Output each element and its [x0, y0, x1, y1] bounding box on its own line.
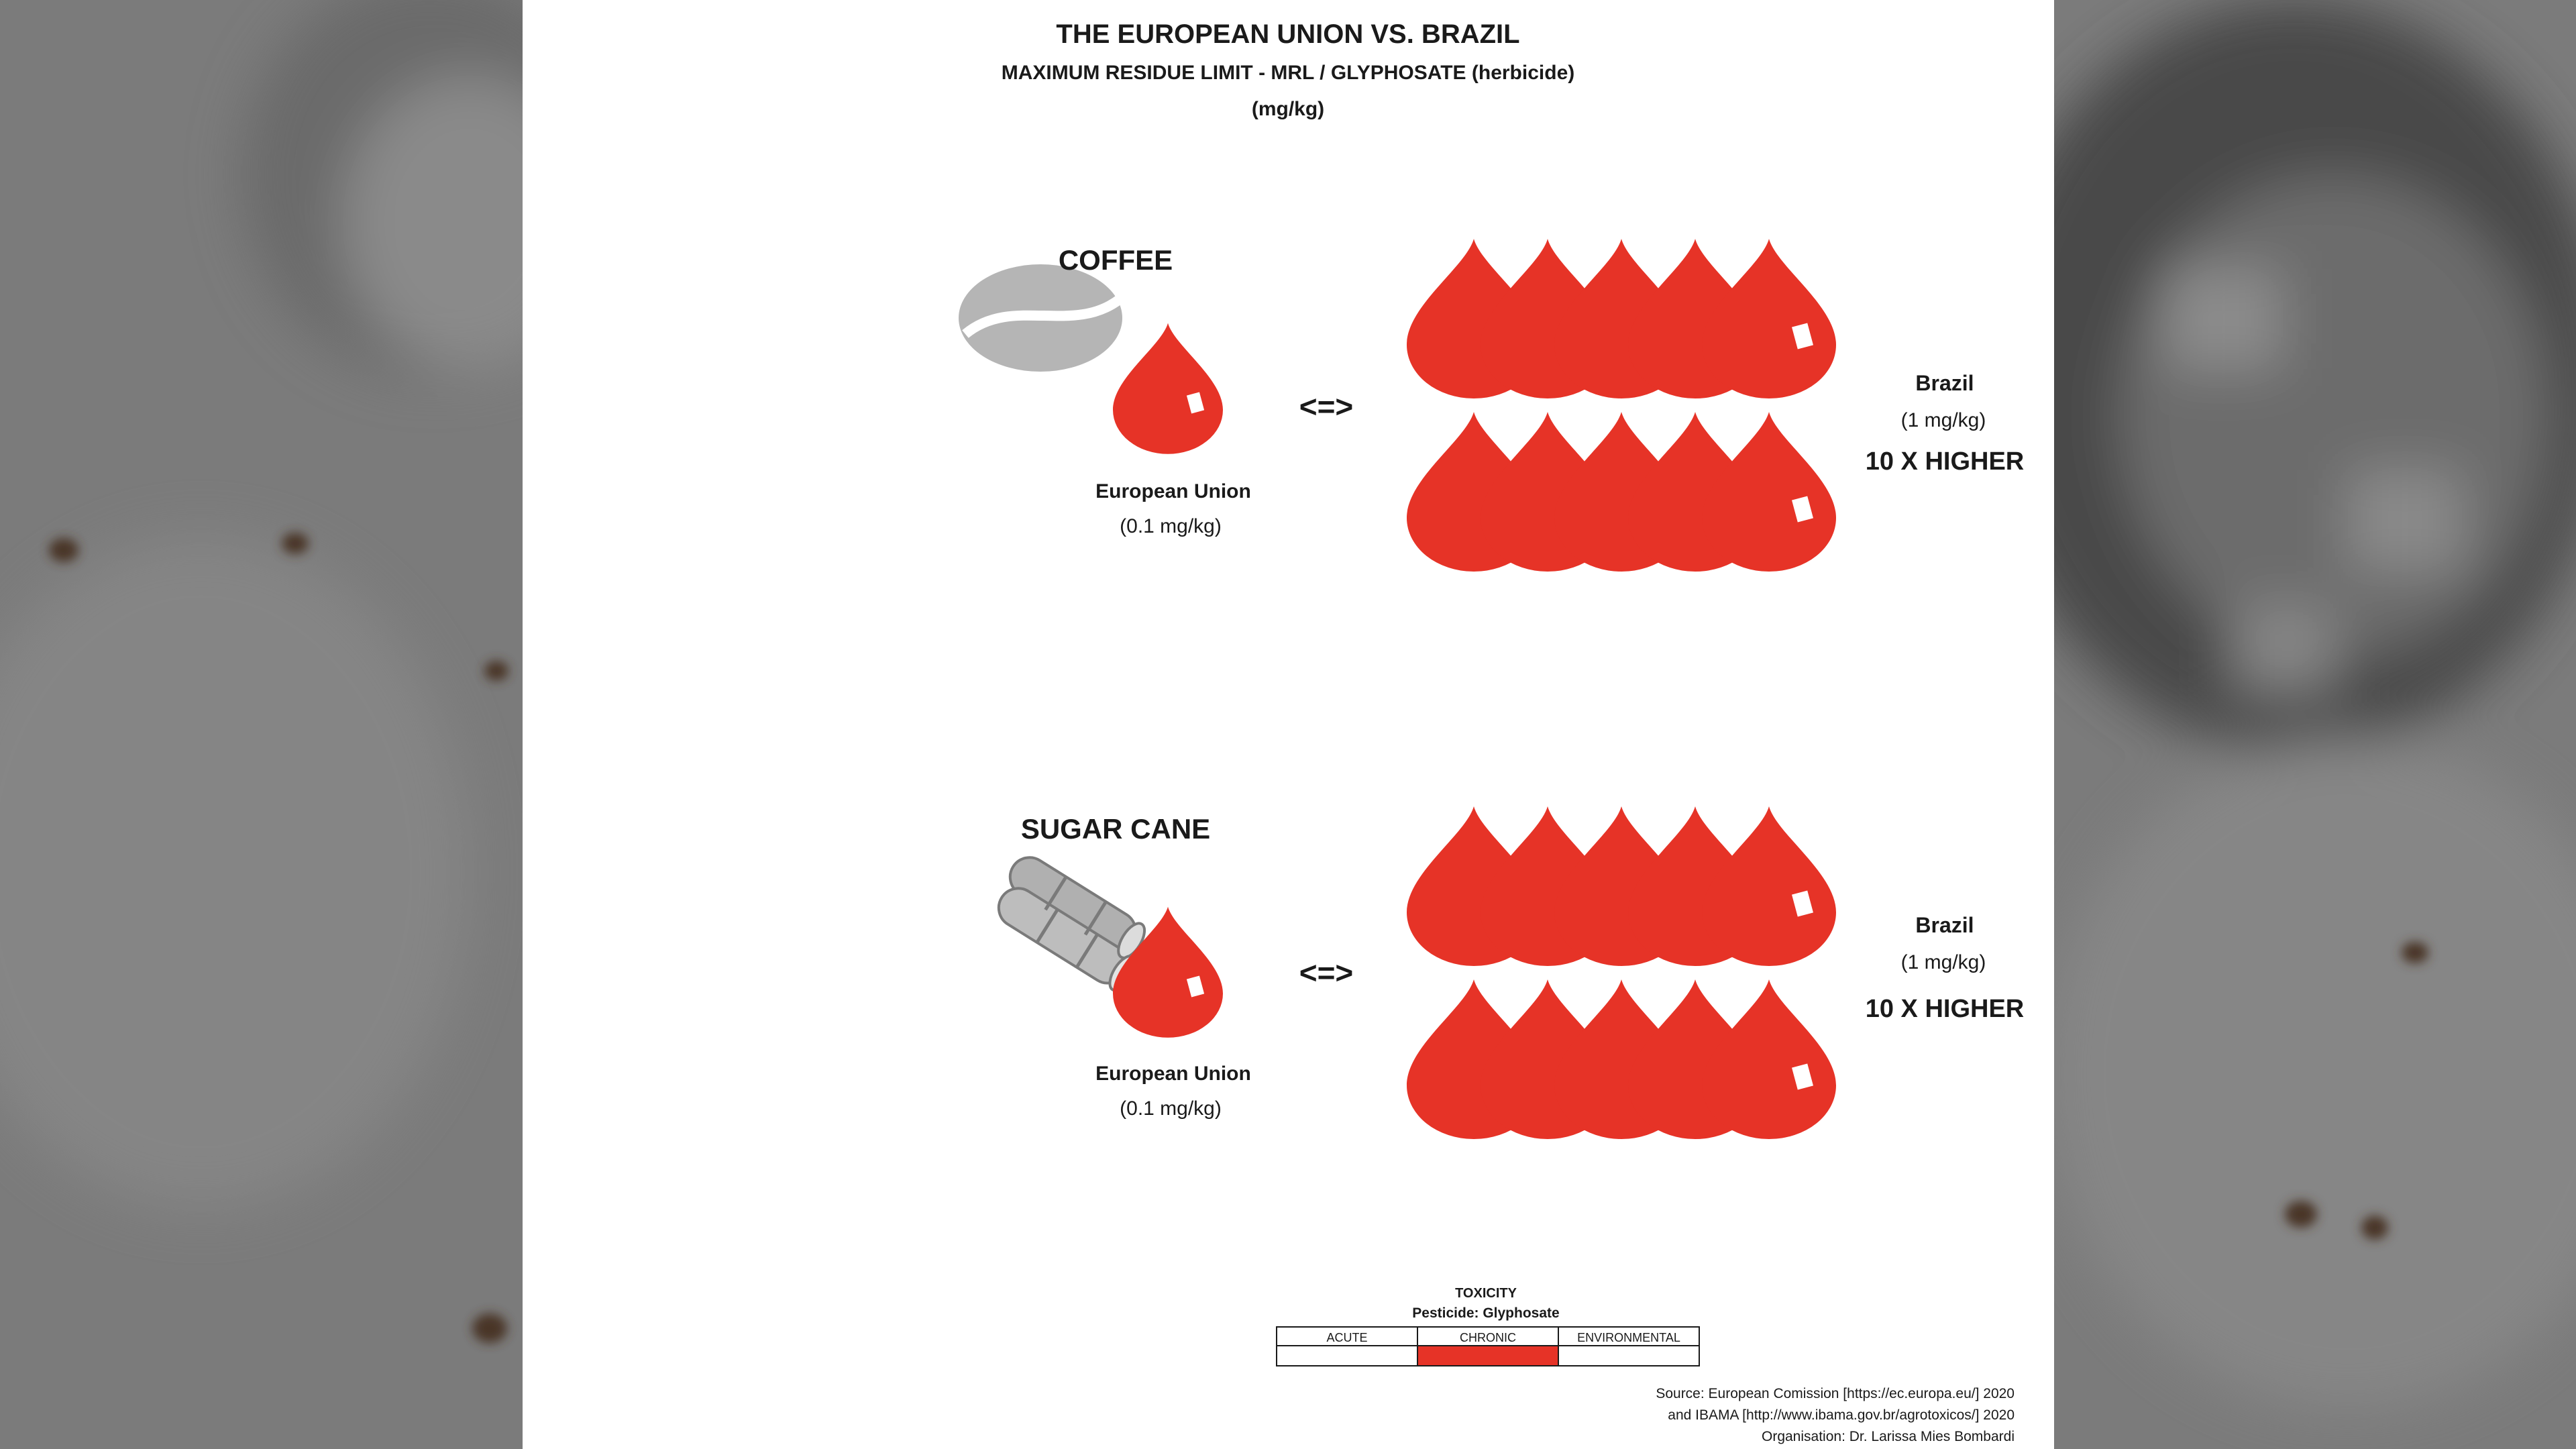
ratio-label-sugar-cane: 10 X HIGHER: [1866, 995, 2025, 1023]
coffee-section: COFFEE European Union (0.1 mg/kg) <=> Br…: [959, 239, 2024, 572]
brazil-value-coffee: (1 mg/kg): [1901, 409, 1986, 431]
drop-highlight: [1792, 496, 1813, 523]
eu-label-coffee: European Union: [1095, 480, 1251, 502]
brazil-drop-coffee-10: [1702, 412, 1836, 572]
toxicity-header-chronic: [1417, 1326, 1559, 1346]
toxicity-cell-acute: [1276, 1345, 1418, 1366]
toxicity-col-chronic: CHRONIC: [1460, 1331, 1516, 1344]
toxicity-col-environmental: ENVIRONMENTAL: [1577, 1331, 1680, 1344]
coffee-bean-icon: [959, 264, 1123, 372]
drop-highlight: [1792, 1063, 1813, 1090]
comparator-coffee: <=>: [1299, 389, 1354, 424]
infographic-canvas: THE EUROPEAN UNION VS. BRAZIL MAXIMUM RE…: [959, 19, 2025, 1444]
crop-name-sugar-cane: SUGAR CANE: [1021, 813, 1210, 845]
eu-label-sugar-cane: European Union: [1095, 1063, 1251, 1085]
eu-drop-sugar-cane: [1113, 906, 1223, 1038]
brazil-drop-sugar-cane-10: [1702, 979, 1836, 1139]
source-line-3: Organisation: Dr. Larissa Mies Bombardi: [1762, 1429, 2015, 1444]
sugar-cane-section: SUGAR CANE European Union (0.1 mg/kg) <=…: [997, 806, 2025, 1139]
toxicity-header-environmental: [1558, 1326, 1700, 1346]
brazil-drops-coffee: [1407, 239, 1836, 572]
toxicity-title: TOXICITY: [1455, 1286, 1517, 1301]
toxicity-pesticide: Pesticide: Glyphosate: [1412, 1305, 1559, 1321]
toxicity-cell-environmental: [1558, 1345, 1700, 1366]
chart-unit: (mg/kg): [1252, 98, 1324, 120]
toxicity-cell-chronic: [1417, 1345, 1559, 1366]
infographic-card: THE EUROPEAN UNION VS. BRAZIL MAXIMUM RE…: [523, 0, 2054, 1449]
brazil-label-coffee: Brazil: [1915, 371, 1974, 395]
eu-value-sugar-cane: (0.1 mg/kg): [1120, 1097, 1222, 1120]
toxicity-legend: TOXICITY Pesticide: Glyphosate ACUTE CHR…: [1276, 1286, 1700, 1366]
drop-highlight: [1792, 890, 1813, 917]
drop-highlight: [1792, 323, 1813, 350]
source-line-1: Source: European Comission [https://ec.e…: [1656, 1386, 2015, 1401]
toxicity-col-acute: ACUTE: [1326, 1331, 1367, 1344]
chart-title: THE EUROPEAN UNION VS. BRAZIL: [1056, 19, 1519, 49]
eu-value-coffee: (0.1 mg/kg): [1120, 515, 1222, 537]
brazil-drop-sugar-cane-5: [1702, 806, 1836, 966]
source-line-2: and IBAMA [http://www.ibama.gov.br/agrot…: [1668, 1407, 2015, 1423]
ratio-label-coffee: 10 X HIGHER: [1866, 447, 2025, 476]
brazil-label-sugar-cane: Brazil: [1915, 913, 1974, 937]
brazil-value-sugar-cane: (1 mg/kg): [1901, 951, 1986, 973]
chart-subtitle: MAXIMUM RESIDUE LIMIT - MRL / GLYPHOSATE…: [1002, 62, 1575, 84]
brazil-drops-sugar-cane: [1407, 806, 1836, 1139]
toxicity-header-acute: [1276, 1326, 1418, 1346]
eu-drop-coffee: [1113, 323, 1223, 454]
brazil-drop-coffee-5: [1702, 239, 1836, 398]
crop-name-coffee: COFFEE: [1059, 244, 1173, 276]
comparator-sugar-cane: <=>: [1299, 955, 1354, 990]
